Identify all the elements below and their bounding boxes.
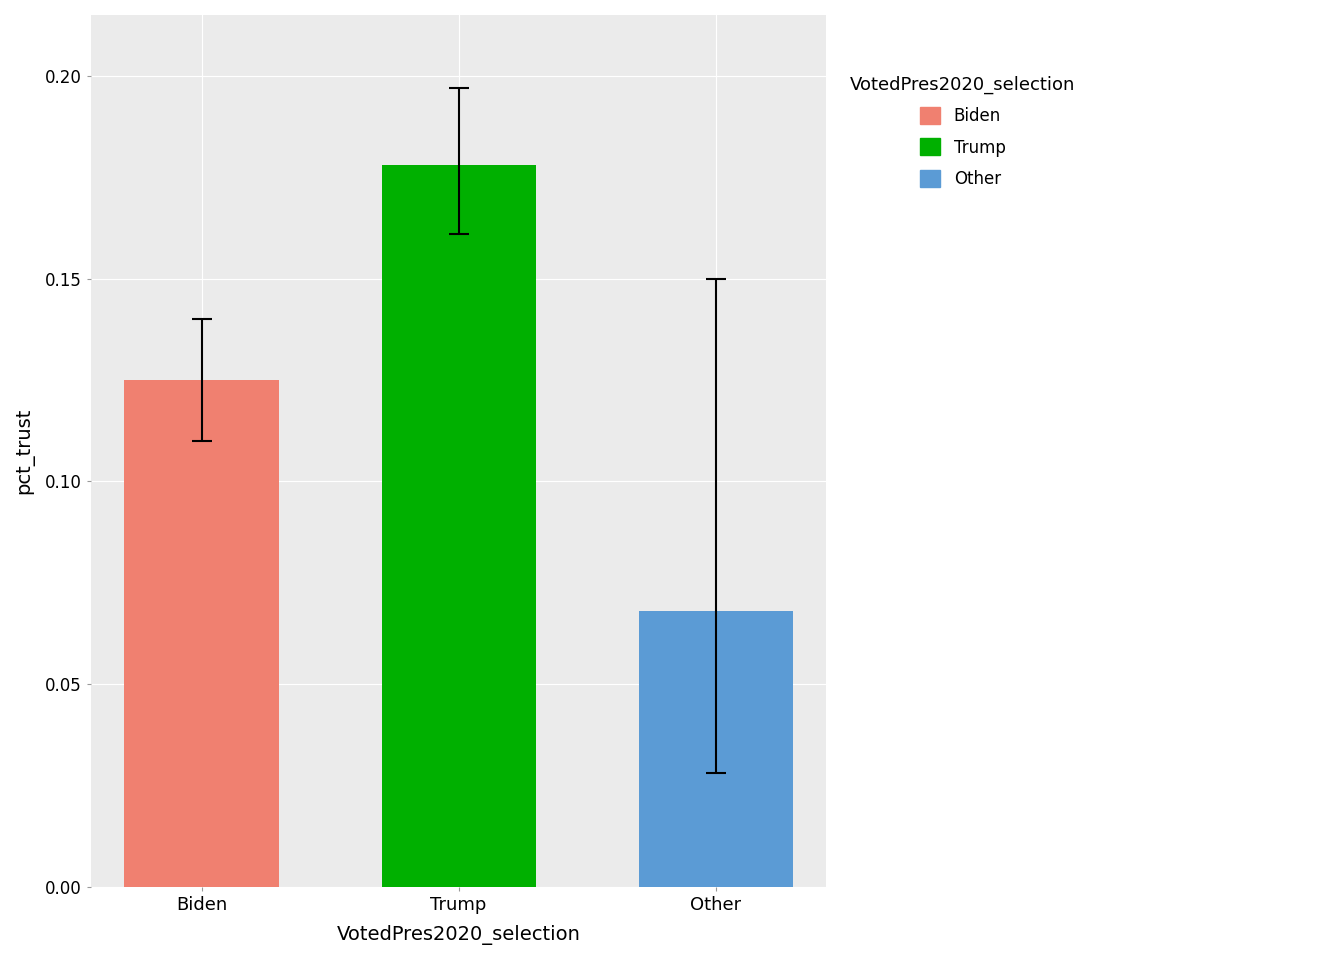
Bar xyxy=(638,612,793,887)
Bar xyxy=(382,165,536,887)
Legend: Biden, Trump, Other: Biden, Trump, Other xyxy=(841,67,1085,197)
X-axis label: VotedPres2020_selection: VotedPres2020_selection xyxy=(337,925,581,945)
Y-axis label: pct_trust: pct_trust xyxy=(15,408,34,494)
Bar xyxy=(125,380,278,887)
